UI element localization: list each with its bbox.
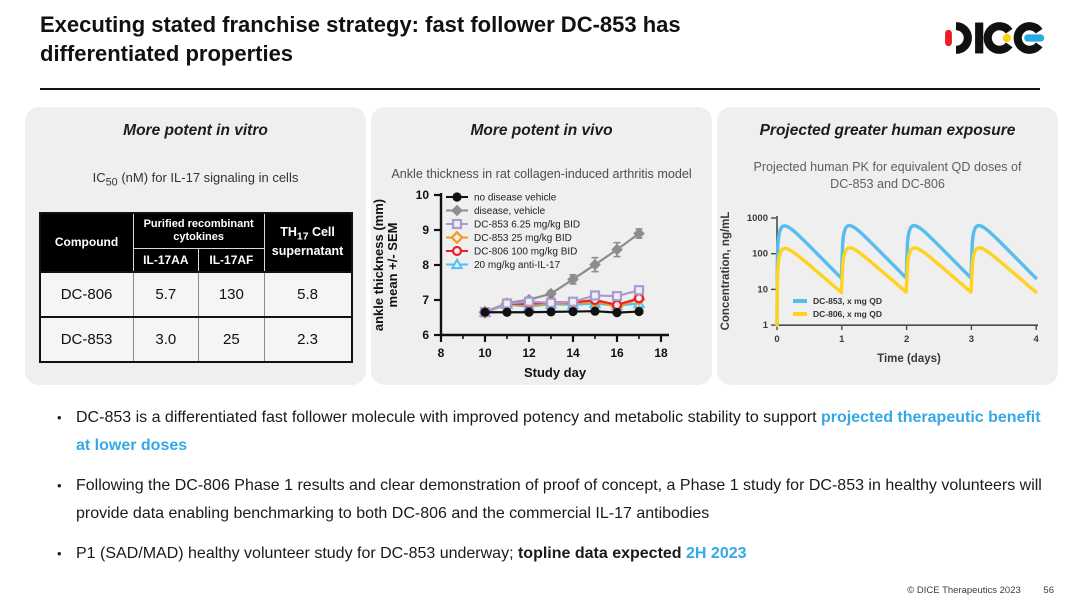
- cell-compound: DC-806: [39, 270, 134, 317]
- bullet-text-segment: topline data expected: [517, 545, 687, 562]
- svg-text:1: 1: [763, 320, 769, 331]
- bullet-text-segment: P1 (SAD/MAD) healthy volunteer study for…: [76, 545, 518, 562]
- bullet-item: • Following the DC-806 Phase 1 results an…: [55, 472, 1043, 527]
- svg-text:disease, vehicle: disease, vehicle: [474, 206, 546, 217]
- svg-text:0: 0: [774, 334, 779, 345]
- title-line-1: Executing stated franchise strategy: fas…: [40, 12, 681, 37]
- svg-text:1: 1: [839, 334, 845, 345]
- slide-title: Executing stated franchise strategy: fas…: [40, 10, 920, 68]
- svg-text:14: 14: [566, 346, 580, 360]
- svg-text:20 mg/kg anti-IL-17: 20 mg/kg anti-IL-17: [474, 260, 561, 271]
- svg-text:ankle thickness (mm): ankle thickness (mm): [371, 199, 386, 331]
- slide-footer: © DICE Therapeutics 2023 56: [907, 585, 1054, 596]
- col-header-group: Purified recombinant cytokines: [132, 212, 265, 249]
- svg-text:DC-853, x mg QD: DC-853, x mg QD: [813, 296, 882, 306]
- cell-il17aa: 5.7: [132, 270, 200, 317]
- svg-text:10: 10: [416, 188, 430, 202]
- svg-text:100: 100: [752, 249, 768, 260]
- cell-il17af: 25: [198, 315, 265, 362]
- copyright-text: © DICE Therapeutics 2023: [907, 585, 1021, 596]
- slide-header: Executing stated franchise strategy: fas…: [40, 10, 1050, 68]
- panel-more-potent-in-vitro: More potent in vitro IC50 (nM) for IL-17…: [25, 107, 366, 385]
- panel-vitro-subtitle: IC50 (nM) for IL-17 signaling in cells: [92, 170, 299, 189]
- svg-text:7: 7: [422, 293, 429, 307]
- svg-text:9: 9: [422, 223, 429, 237]
- bullet-marker: •: [57, 478, 62, 493]
- col-header-il17aa: IL-17AA: [132, 247, 200, 273]
- svg-text:10: 10: [757, 284, 768, 295]
- panel-pk-subtitle: Projected human PK for equivalent QD dos…: [753, 160, 1022, 191]
- bullet-marker: •: [57, 546, 62, 561]
- title-divider: [40, 88, 1040, 90]
- col-header-th17: TH17 Cell supernatant: [263, 212, 353, 273]
- bullet-list: • DC-853 is a differentiated fast followe…: [55, 404, 1043, 581]
- title-line-2: differentiated properties: [40, 41, 294, 66]
- svg-text:DC-806 100 mg/kg BID: DC-806 100 mg/kg BID: [474, 247, 577, 258]
- svg-text:Study day: Study day: [524, 365, 587, 380]
- dice-logo: [944, 18, 1048, 58]
- bullet-text-segment: projected therapeutic benefit at lower d…: [76, 409, 1041, 454]
- svg-text:2: 2: [904, 334, 909, 345]
- svg-text:6: 6: [422, 328, 429, 342]
- svg-text:8: 8: [438, 346, 445, 360]
- col-header-il17af: IL-17AF: [198, 247, 265, 273]
- svg-text:16: 16: [610, 346, 624, 360]
- svg-text:mean +/- SEM: mean +/- SEM: [385, 223, 400, 308]
- panel-pk-title: Projected greater human exposure: [759, 122, 1016, 139]
- svg-text:4: 4: [1034, 334, 1040, 345]
- col-header-compound: Compound: [39, 212, 134, 273]
- cell-compound: DC-853: [39, 315, 134, 362]
- panel-vivo-title: More potent in vivo: [470, 122, 613, 139]
- series-0: [480, 306, 644, 318]
- svg-text:Time (days): Time (days): [877, 353, 941, 365]
- svg-text:3: 3: [969, 334, 974, 345]
- cell-il17af: 130: [198, 270, 265, 317]
- svg-text:8: 8: [422, 258, 429, 272]
- svg-text:DC-853 25 mg/kg BID: DC-853 25 mg/kg BID: [474, 233, 572, 244]
- panel-vivo-subtitle: Ankle thickness in rat collagen-induced …: [391, 167, 692, 181]
- bullet-item: • P1 (SAD/MAD) healthy volunteer study fo…: [55, 540, 1043, 568]
- bullet-text-segment: 2H 2023: [686, 545, 747, 562]
- table-row: DC-853 3.0 25 2.3: [39, 315, 353, 362]
- panel-more-potent-in-vivo: More potent in vivo Ankle thickness in r…: [371, 107, 712, 385]
- cell-th17: 5.8: [263, 270, 353, 317]
- svg-text:1000: 1000: [747, 213, 768, 224]
- bullet-marker: •: [57, 410, 62, 425]
- dice-logo-icon: [945, 22, 1045, 54]
- ic50-table: Compound Purified recombinant cytokines …: [38, 211, 353, 363]
- page-number: 56: [1043, 585, 1054, 596]
- ankle-thickness-chart: 6 7 8 9 10 8 10 12 14 16 18 Study day ankle thicknes…: [371, 188, 669, 380]
- svg-text:12: 12: [522, 346, 536, 360]
- cell-il17aa: 3.0: [132, 315, 200, 362]
- svg-text:no disease vehicle: no disease vehicle: [474, 193, 557, 204]
- panels-row: More potent in vitro IC50 (nM) for IL-17…: [25, 107, 1058, 385]
- svg-text:18: 18: [654, 346, 668, 360]
- svg-text:Concentration, ng/mL: Concentration, ng/mL: [720, 212, 732, 331]
- table-row: DC-806 5.7 130 5.8: [39, 270, 353, 317]
- bullet-text-segment: DC-853 is a differentiated fast follower…: [76, 409, 821, 426]
- cell-th17: 2.3: [263, 315, 353, 362]
- svg-text:DC-853 6.25 mg/kg BID: DC-853 6.25 mg/kg BID: [474, 220, 580, 231]
- panel-vitro-title: More potent in vitro: [123, 122, 268, 139]
- panel-projected-exposure: Projected greater human exposure Project…: [717, 107, 1058, 385]
- svg-text:DC-806, x mg QD: DC-806, x mg QD: [813, 309, 882, 319]
- svg-text:10: 10: [478, 346, 492, 360]
- bullet-item: • DC-853 is a differentiated fast followe…: [55, 404, 1043, 459]
- bullet-text-segment: Following the DC-806 Phase 1 results and…: [76, 477, 1042, 522]
- series-2: [479, 285, 645, 318]
